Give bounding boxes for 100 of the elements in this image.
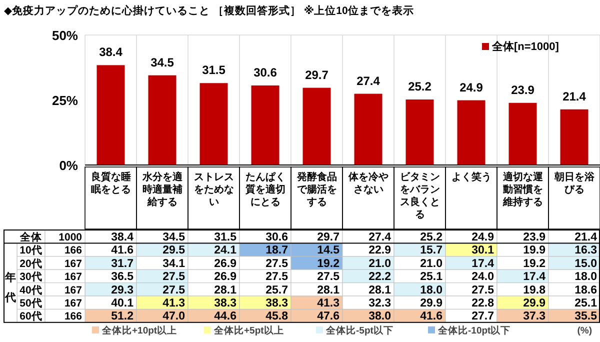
text: 全体比-10pt以下 bbox=[437, 324, 511, 336]
text: 全体比-5pt以下 bbox=[325, 324, 394, 336]
data-label: 34.5 bbox=[150, 55, 174, 70]
data-label: 41.3 bbox=[162, 298, 185, 310]
data-label: 18.0 bbox=[574, 271, 597, 284]
data-label: 44.6 bbox=[214, 310, 236, 323]
data-label: 18.0 bbox=[420, 284, 442, 296]
data-label: 21.4 bbox=[574, 232, 598, 244]
data-label: 27.7 bbox=[472, 310, 494, 323]
data-label: 23.9 bbox=[511, 82, 535, 97]
x-tick-label: 適切な運動習慣を維持する bbox=[502, 171, 543, 208]
data-label: 25.2 bbox=[408, 79, 432, 94]
data-label: 41.6 bbox=[420, 310, 442, 323]
data-label: 28.1 bbox=[214, 284, 238, 296]
data-label: 25.1 bbox=[420, 271, 444, 284]
data-label: 29.9 bbox=[523, 298, 546, 310]
data-label: 29.9 bbox=[420, 298, 442, 310]
data-label: 27.5 bbox=[162, 284, 186, 296]
data-label: 27.5 bbox=[266, 271, 289, 284]
bar bbox=[354, 94, 382, 165]
text: 全体比+5pt以上 bbox=[213, 324, 284, 336]
legend-label: 全体[n=1000] bbox=[491, 40, 560, 53]
bar bbox=[457, 100, 486, 165]
x-tick-label: 体を冷やさない bbox=[347, 171, 388, 196]
data-label: 21.4 bbox=[562, 89, 586, 104]
data-label: 34.1 bbox=[162, 258, 186, 270]
data-label: 41.6 bbox=[111, 244, 134, 257]
y-axis-title: 年代 bbox=[4, 270, 16, 304]
y2-tick-label: 1000 bbox=[58, 232, 82, 244]
data-label: 15.7 bbox=[420, 244, 442, 257]
y-tick-label: 60代 bbox=[20, 310, 42, 323]
bar bbox=[96, 65, 125, 165]
data-label: 29.3 bbox=[111, 284, 134, 296]
data-label: 24.1 bbox=[214, 244, 238, 257]
data-label: 38.4 bbox=[111, 232, 134, 244]
y-tick-label: 20代 bbox=[20, 258, 42, 270]
y-tick-label: 全体 bbox=[19, 230, 43, 244]
data-label: 27.4 bbox=[368, 232, 392, 244]
data-label: 25.7 bbox=[266, 284, 288, 296]
data-label: 19.2 bbox=[523, 258, 546, 270]
x-tick-label: 朝日を浴びる bbox=[553, 171, 596, 196]
data-label: 18.7 bbox=[266, 244, 288, 257]
y2-tick-label: 166 bbox=[64, 310, 82, 323]
data-label: 22.2 bbox=[368, 271, 391, 284]
x-tick-label: たんぱく質を適切にとる bbox=[244, 171, 286, 208]
data-label: 37.3 bbox=[523, 310, 546, 323]
data-label: 25.1 bbox=[574, 298, 598, 310]
data-label: 45.8 bbox=[266, 310, 289, 323]
data-label: 51.2 bbox=[111, 310, 134, 323]
data-label: 19.8 bbox=[523, 284, 546, 296]
data-label: 31.7 bbox=[111, 258, 134, 270]
x-tick-label: ビタミンをバランス良くとる bbox=[400, 171, 440, 220]
data-label: 26.9 bbox=[214, 271, 236, 284]
data-label: 27.5 bbox=[472, 284, 495, 296]
data-label: 24.9 bbox=[460, 80, 484, 94]
x-tick-label: ストレスをためない bbox=[194, 172, 234, 208]
data-label: 24.9 bbox=[472, 232, 494, 244]
y2-tick-label: 167 bbox=[64, 298, 82, 310]
x-tick-label: 発酵食品で腸活をする bbox=[296, 171, 337, 208]
data-label: 27.4 bbox=[356, 74, 380, 88]
data-label: 38.4 bbox=[99, 45, 123, 60]
y-tick-label: 50% bbox=[52, 28, 78, 43]
data-label: 41.3 bbox=[317, 298, 340, 310]
data-label: 23.9 bbox=[523, 232, 546, 244]
data-label: 26.9 bbox=[214, 258, 236, 270]
bar bbox=[508, 102, 537, 165]
data-label: 24.0 bbox=[472, 271, 494, 284]
data-label: 14.5 bbox=[317, 244, 340, 257]
data-label: 25.2 bbox=[420, 232, 442, 244]
data-label: 27.5 bbox=[266, 258, 289, 270]
data-label: 32.3 bbox=[368, 298, 391, 310]
text: (%) bbox=[577, 325, 592, 336]
x-tick-label: よく笑う bbox=[451, 171, 492, 183]
data-label: 22.9 bbox=[368, 244, 391, 257]
data-label: 17.4 bbox=[523, 271, 546, 284]
text: 全体比+10pt以上 bbox=[101, 324, 178, 336]
data-label: 47.6 bbox=[317, 310, 340, 323]
y-tick-label: 50代 bbox=[20, 298, 42, 310]
y-tick-label: 10代 bbox=[20, 244, 42, 257]
data-label: 31.5 bbox=[214, 232, 238, 244]
data-label: 30.1 bbox=[472, 244, 495, 257]
x-tick-label: 良質な睡眠をとる bbox=[90, 171, 131, 196]
data-label: 35.5 bbox=[574, 310, 598, 323]
data-label: 27.5 bbox=[317, 271, 340, 284]
data-label: 21.0 bbox=[420, 258, 442, 270]
data-label: 38.3 bbox=[214, 298, 236, 310]
y2-tick-label: 166 bbox=[64, 244, 82, 257]
data-label: 28.1 bbox=[368, 284, 392, 296]
data-label: 29.7 bbox=[317, 232, 340, 244]
data-label: 18.6 bbox=[574, 284, 597, 296]
data-label: 30.6 bbox=[254, 65, 278, 80]
data-label: 30.6 bbox=[266, 232, 288, 244]
data-label: 16.3 bbox=[574, 244, 597, 257]
y2-tick-label: 167 bbox=[64, 271, 82, 284]
data-label: 17.4 bbox=[472, 258, 495, 270]
data-label: 15.0 bbox=[574, 258, 597, 270]
data-label: 27.5 bbox=[162, 271, 186, 284]
data-label: 28.1 bbox=[317, 284, 340, 296]
data-label: 29.7 bbox=[305, 68, 329, 82]
y2-tick-label: 167 bbox=[64, 284, 82, 296]
